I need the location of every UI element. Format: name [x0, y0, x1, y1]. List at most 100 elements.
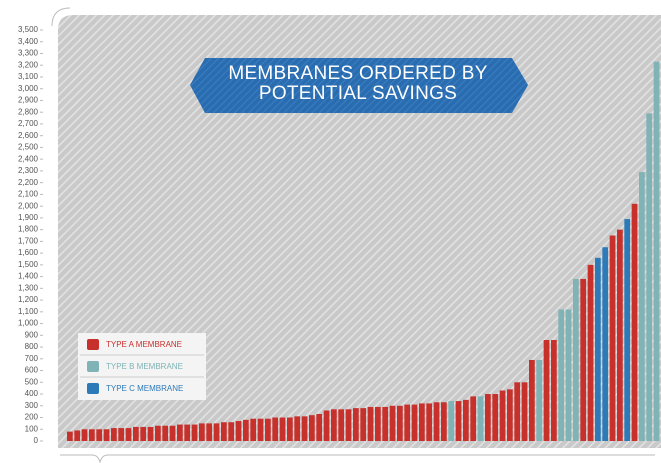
y-tick-label: 2,500	[18, 143, 39, 152]
y-tick-label: 400	[25, 389, 39, 398]
bar	[169, 425, 176, 441]
legend-label: TYPE C MEMBRANE	[106, 384, 183, 393]
bar	[287, 417, 293, 441]
bar	[375, 406, 381, 441]
bar	[639, 172, 645, 442]
bracket	[51, 7, 71, 27]
bar	[199, 423, 205, 441]
bar	[536, 359, 543, 441]
y-tick-label: 2,200	[18, 178, 39, 187]
bar	[543, 340, 550, 441]
y-tick-label: 2,600	[18, 131, 39, 140]
bar	[646, 113, 653, 442]
bar	[521, 382, 528, 441]
bar	[96, 429, 103, 441]
y-tick-label: 2,000	[18, 201, 39, 210]
bar	[587, 264, 594, 441]
y-tick-label: 0	[34, 436, 39, 445]
bar	[389, 405, 396, 441]
bar	[653, 61, 660, 441]
y-tick-label: 2,800	[18, 107, 39, 116]
y-tick-label: 3,200	[18, 60, 39, 69]
legend-box	[78, 333, 206, 400]
bar	[103, 429, 110, 441]
bar	[367, 406, 374, 441]
bar	[162, 425, 169, 441]
bar	[631, 203, 638, 441]
y-tick-label: 600	[25, 366, 39, 375]
bar	[228, 422, 235, 441]
bar	[111, 428, 117, 441]
bar	[624, 219, 631, 441]
y-tick-label: 3,300	[18, 49, 39, 58]
bar	[455, 401, 462, 441]
y-tick-label: 1,700	[18, 236, 39, 245]
bar	[133, 426, 139, 441]
bar	[609, 235, 616, 441]
y-tick-label: 3,500	[18, 25, 39, 34]
bar	[382, 406, 389, 441]
y-tick-label: 200	[25, 413, 39, 422]
bar	[243, 419, 249, 441]
bar	[448, 401, 455, 441]
bar	[419, 403, 425, 441]
bar	[441, 402, 447, 441]
bar	[147, 426, 154, 441]
bar	[426, 403, 433, 441]
legend-label: TYPE A MEMBRANE	[106, 340, 182, 349]
bar	[67, 431, 73, 441]
bar	[331, 409, 337, 441]
bar	[184, 424, 191, 441]
bar	[492, 394, 499, 441]
bar	[118, 428, 125, 441]
bar	[360, 408, 367, 441]
bar	[279, 417, 286, 441]
bar	[301, 416, 308, 441]
bar	[235, 421, 242, 441]
bar	[177, 424, 183, 441]
y-tick-label: 1,400	[18, 272, 39, 281]
y-tick-label: 3,400	[18, 37, 39, 46]
y-tick-label: 2,400	[18, 154, 39, 163]
y-tick-label: 2,100	[18, 190, 39, 199]
bar	[250, 418, 257, 441]
bar	[323, 410, 330, 441]
y-tick-label: 3,000	[18, 84, 39, 93]
bar	[551, 340, 557, 441]
bar	[397, 405, 403, 441]
bar	[221, 422, 227, 441]
bar	[470, 396, 477, 441]
bar	[595, 257, 601, 441]
bar	[74, 430, 81, 441]
bar	[316, 413, 323, 441]
bar	[272, 417, 279, 441]
bar	[404, 404, 411, 441]
bar	[257, 418, 264, 441]
bar	[213, 423, 220, 441]
bar	[499, 390, 506, 441]
bar	[485, 394, 491, 441]
bar	[433, 402, 440, 441]
bar	[140, 426, 147, 441]
legend: TYPE A MEMBRANE TYPE B MEMBRANE TYPE C MEM…	[78, 333, 206, 400]
bar	[294, 416, 301, 441]
legend-label: TYPE B MEMBRANE	[106, 362, 183, 371]
bar	[580, 278, 587, 441]
y-tick-label: 1,800	[18, 225, 39, 234]
y-tick-label: 800	[25, 342, 39, 351]
plot-background	[58, 15, 661, 448]
bar	[565, 309, 572, 441]
bar	[155, 425, 161, 441]
y-tick-label: 3,100	[18, 72, 39, 81]
bar	[125, 428, 132, 441]
bar	[529, 359, 535, 441]
chart-title: MEMBRANES ORDERED BY POTENTIAL SAVINGS	[228, 63, 488, 104]
y-tick-label: 1,500	[18, 260, 39, 269]
bar	[573, 278, 579, 441]
y-tick-label: 2,900	[18, 96, 39, 105]
bar	[81, 429, 88, 441]
bar	[411, 404, 418, 441]
bar	[265, 418, 271, 441]
